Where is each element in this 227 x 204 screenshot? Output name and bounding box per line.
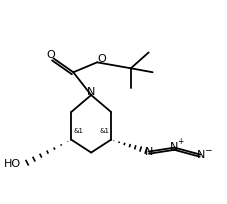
Text: O: O: [97, 54, 106, 64]
Text: −: −: [204, 145, 211, 154]
Text: +: +: [176, 137, 183, 146]
Text: N: N: [144, 147, 152, 157]
Text: N: N: [196, 150, 205, 160]
Text: &1: &1: [73, 128, 83, 134]
Text: &1: &1: [99, 128, 109, 134]
Text: O: O: [46, 50, 55, 60]
Text: HO: HO: [4, 160, 21, 170]
Text: N: N: [170, 142, 178, 152]
Text: N: N: [86, 87, 95, 97]
